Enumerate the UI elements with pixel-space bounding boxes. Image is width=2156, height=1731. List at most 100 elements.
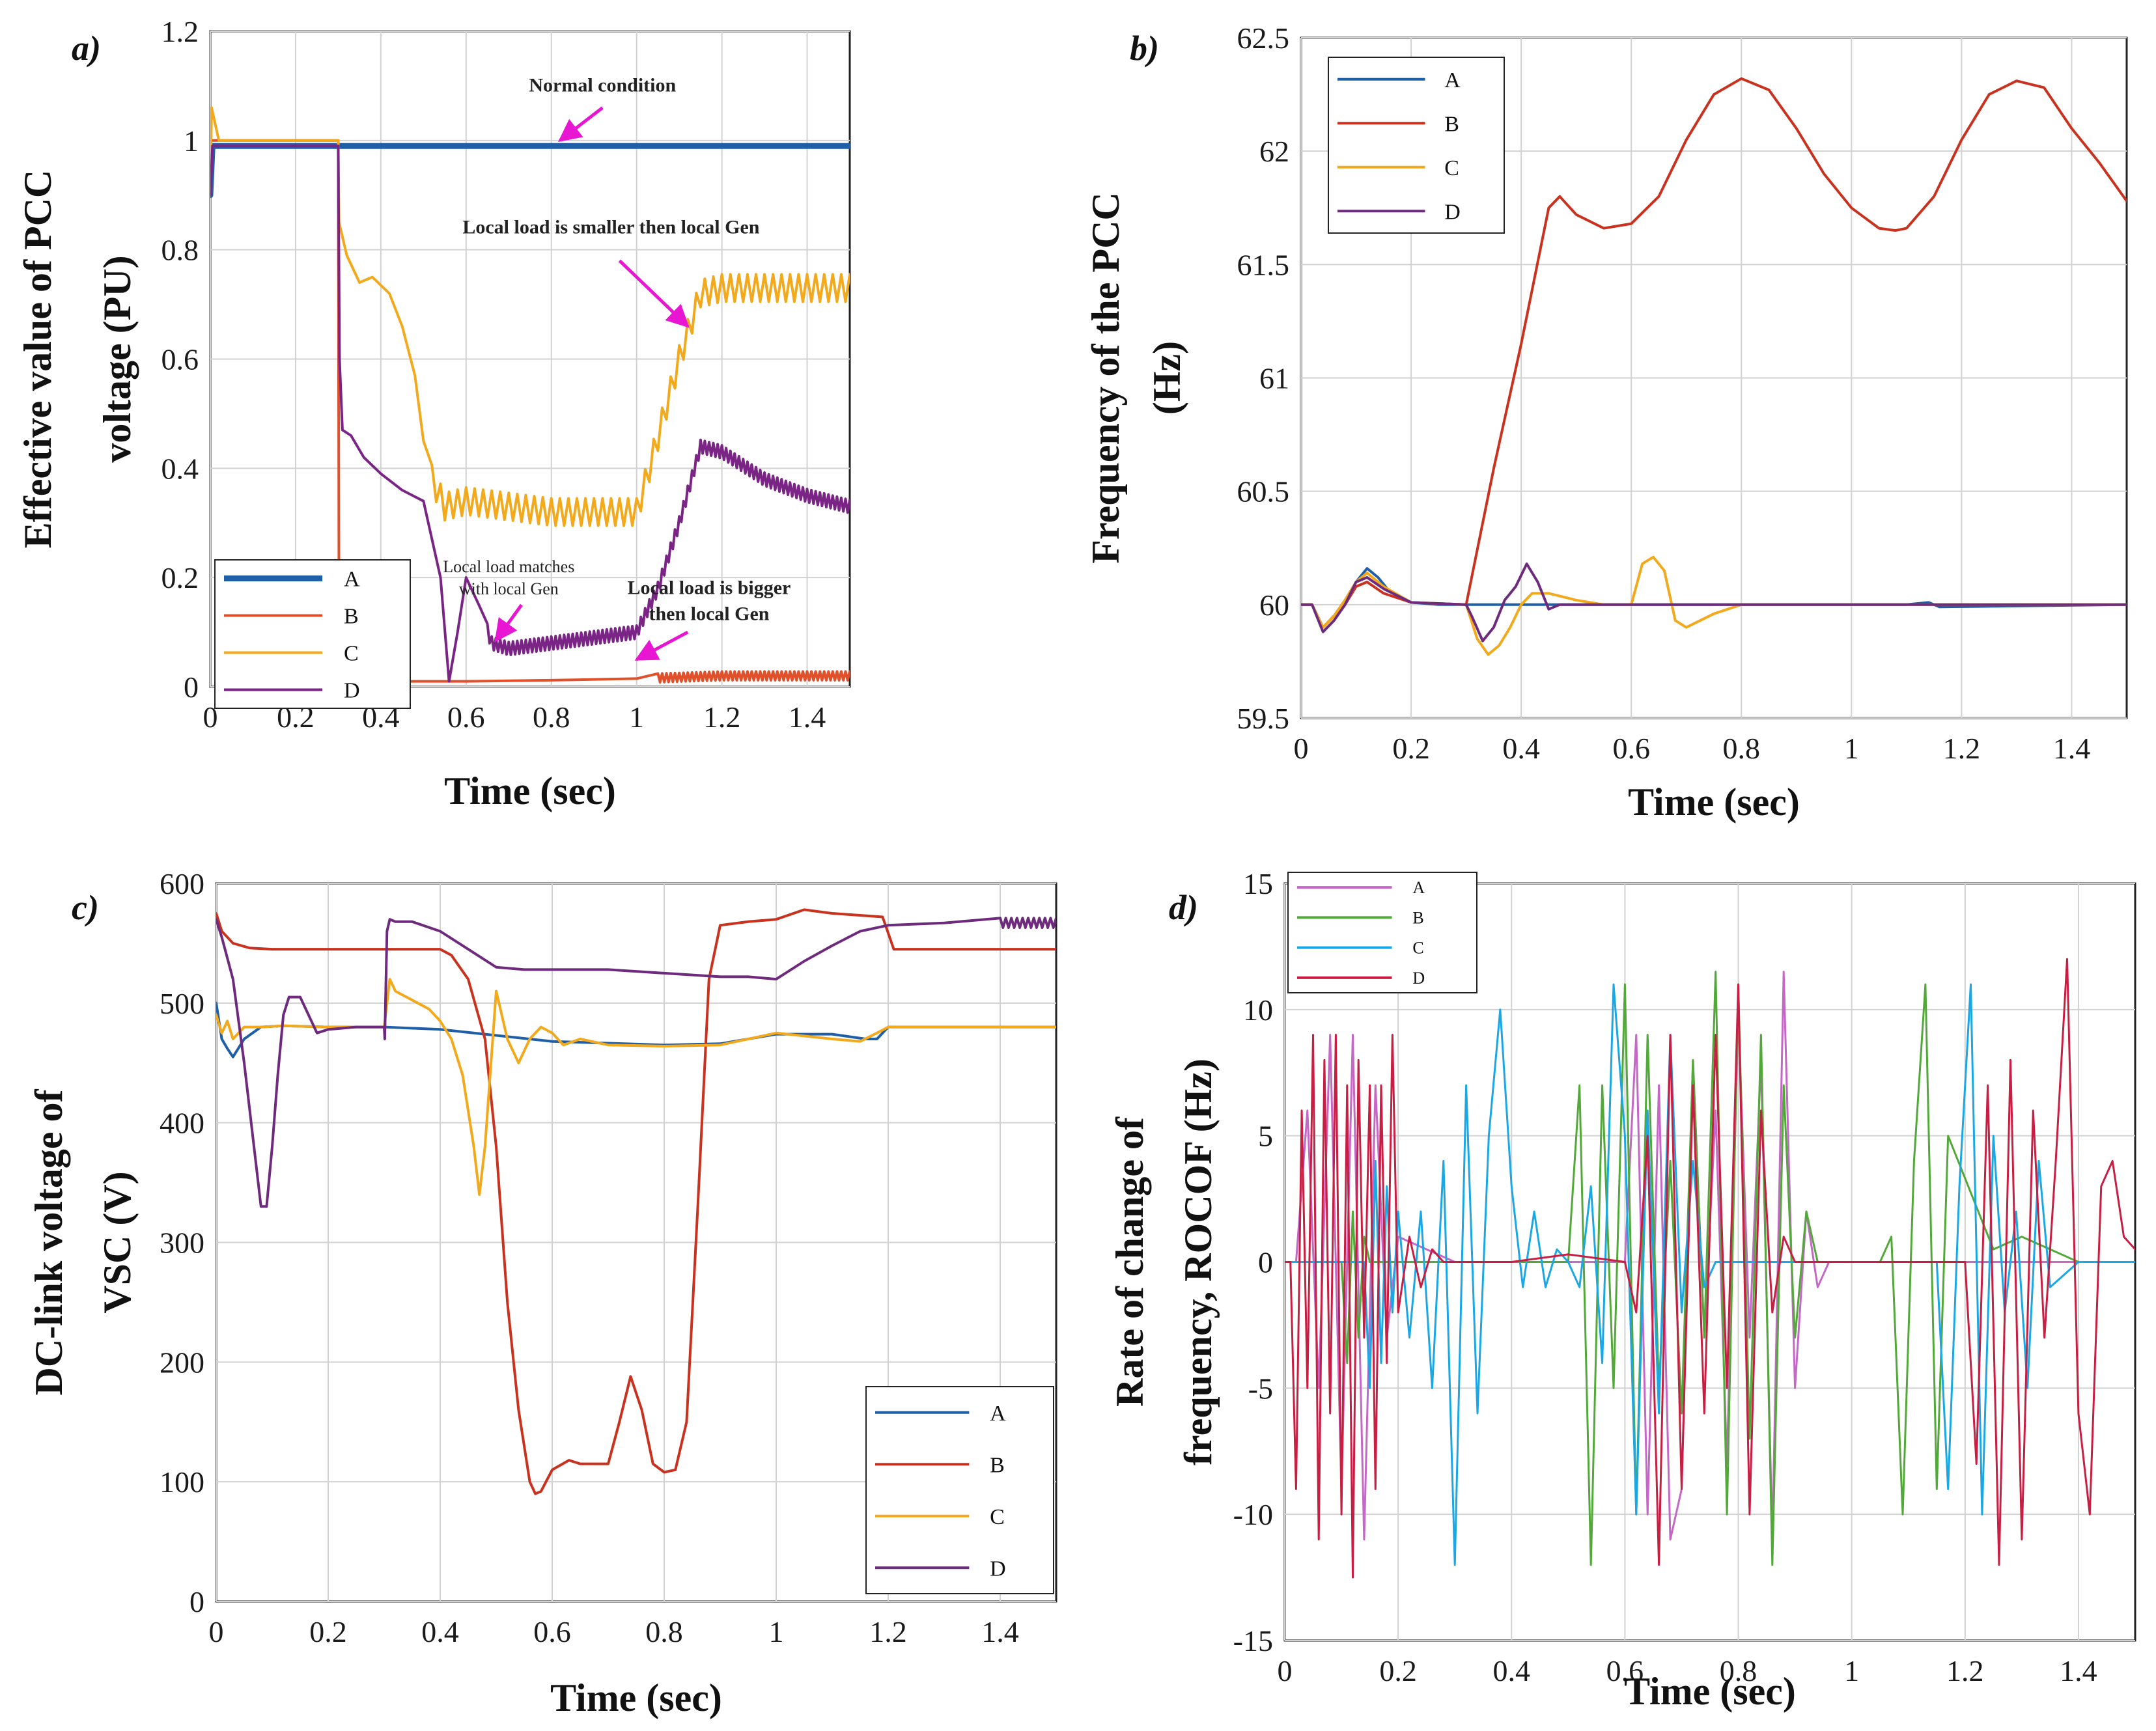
x-tick-label: 1 — [1844, 732, 1859, 765]
y-tick-label: 59.5 — [1237, 702, 1290, 735]
annotation: Normal condition — [529, 74, 677, 142]
annotation-arrow — [618, 259, 690, 328]
series-line-c — [1285, 983, 2135, 1566]
x-axis-label: Time (sec) — [1624, 1670, 1796, 1713]
annotation-text: Local load is smaller then local Gen — [462, 216, 759, 238]
series-group — [216, 908, 1056, 1495]
y-tick-label: 62.5 — [1237, 21, 1290, 55]
x-axis-label: Time (sec) — [444, 769, 616, 812]
series-line-b — [1301, 77, 2127, 629]
x-tick-label: 0.6 — [1606, 1654, 1644, 1687]
y-tick-label: 60.5 — [1237, 475, 1290, 508]
x-tick-label: 1.4 — [2060, 1654, 2097, 1687]
y-tick-label: 0 — [189, 1585, 204, 1618]
y-tick-label: -10 — [1233, 1498, 1273, 1531]
series-line-d — [216, 917, 1056, 1208]
series-line-d — [210, 145, 850, 683]
y-axis-label: Effective value of PCC — [16, 170, 59, 548]
x-axis-label: Time (sec) — [550, 1676, 722, 1719]
chart-panel-3: 0 0.2 0.4 0.6 0.8 1 1.2 1.4 0 100 200 300 400 500 600 A… — [27, 867, 1057, 1719]
y-axis-label: frequency, ROCOF (Hz) — [1177, 1059, 1220, 1465]
legend-label: C — [1444, 156, 1459, 180]
y-tick-label: 1 — [184, 124, 199, 158]
x-tick-label: 1.4 — [789, 700, 826, 734]
y-tick-label: -5 — [1248, 1372, 1273, 1405]
y-tick-label: 60 — [1259, 589, 1289, 622]
y-tick-label: 1.2 — [161, 15, 199, 48]
annotation-text: Local load matches — [443, 557, 574, 576]
x-tick-label: 0.2 — [1379, 1654, 1417, 1687]
x-tick-label: 0.2 — [1392, 732, 1430, 765]
annotation-text: Normal condition — [529, 74, 676, 96]
x-tick-label: 0 — [209, 1615, 224, 1648]
series-line-d — [1285, 958, 2135, 1579]
x-tick-label: 0.4 — [1502, 732, 1540, 765]
x-tick-label: 0.8 — [1720, 1654, 1757, 1687]
legend-label: D — [344, 679, 360, 703]
legend-label: B — [1412, 908, 1423, 927]
x-tick-label: 0 — [1278, 1654, 1293, 1687]
annotation-text: Local load is bigger — [628, 577, 791, 598]
y-axis-label: (Hz) — [1145, 341, 1188, 415]
legend-label: C — [344, 642, 359, 666]
y-tick-label: 400 — [160, 1107, 204, 1140]
x-tick-label: 0.4 — [421, 1615, 459, 1648]
y-tick-label: 0.2 — [161, 561, 199, 594]
y-axis-label: voltage (PU) — [96, 255, 139, 462]
legend-label: C — [990, 1505, 1005, 1529]
legend-label: D — [1444, 200, 1461, 224]
annotation-arrow — [494, 603, 523, 643]
annotation-arrow — [634, 630, 689, 661]
x-tick-label: 0.4 — [1493, 1654, 1531, 1687]
series-line-a — [216, 1001, 1056, 1059]
x-tick-label: 1.2 — [703, 700, 741, 734]
x-tick-label: 1 — [629, 700, 644, 734]
x-tick-label: 0 — [1294, 732, 1309, 765]
x-tick-label: 1.4 — [2053, 732, 2091, 765]
series-group — [210, 106, 850, 684]
y-tick-label: 0 — [184, 671, 199, 704]
chart-panel-1: 0 0.2 0.4 0.6 0.8 1 1.2 1.400.20.40.60.811.2Nor… — [16, 15, 851, 812]
annotation: Local load is smaller then local Gen — [462, 216, 760, 328]
x-tick-label: 1.2 — [869, 1615, 907, 1648]
y-tick-label: 200 — [160, 1346, 204, 1379]
y-tick-label: 0 — [1258, 1246, 1273, 1279]
x-tick-label: 1.2 — [1943, 732, 1981, 765]
x-tick-label: 0.6 — [533, 1615, 571, 1648]
series-line-b — [210, 139, 850, 684]
legend-label: A — [1444, 68, 1461, 92]
y-tick-label: 62 — [1259, 135, 1289, 168]
chart-panel-2: 0 0.2 0.4 0.6 0.8 1 1.2 1.4 59.5 60 60.5 61 61.5 62 62… — [1084, 21, 2128, 824]
y-axis-label: Frequency of the PCC — [1084, 192, 1127, 563]
legend-label: A — [344, 568, 360, 592]
y-tick-label: 0.8 — [161, 234, 199, 267]
x-tick-label: 1 — [769, 1615, 784, 1648]
panel-tag: d) — [1169, 888, 1198, 927]
annotation: Local load matches with local Gen — [443, 557, 574, 643]
y-tick-label: 500 — [160, 987, 204, 1020]
legend-box — [865, 1386, 1054, 1594]
legend-label: B — [1444, 112, 1459, 136]
y-tick-label: 15 — [1243, 867, 1273, 900]
x-axis-label: Time (sec) — [1628, 781, 1800, 824]
legend-box — [214, 559, 411, 709]
series-line-d — [1301, 562, 2127, 643]
panel-tag: b) — [1130, 29, 1159, 68]
x-tick-label: 1.4 — [981, 1615, 1019, 1648]
y-axis-label: DC-link voltage of — [27, 1088, 70, 1395]
y-tick-label: 5 — [1258, 1120, 1273, 1153]
legend-label: D — [990, 1557, 1006, 1581]
series-line-b — [216, 908, 1056, 1495]
legend-box — [1328, 57, 1505, 234]
x-tick-label: 0 — [203, 700, 218, 734]
y-tick-label: 300 — [160, 1226, 204, 1260]
series-group — [1301, 77, 2127, 656]
x-tick-label: 0.2 — [309, 1615, 347, 1648]
annotation-text: then local Gen — [649, 603, 769, 624]
y-tick-label: -15 — [1233, 1624, 1273, 1657]
legend-label: A — [1412, 878, 1425, 897]
